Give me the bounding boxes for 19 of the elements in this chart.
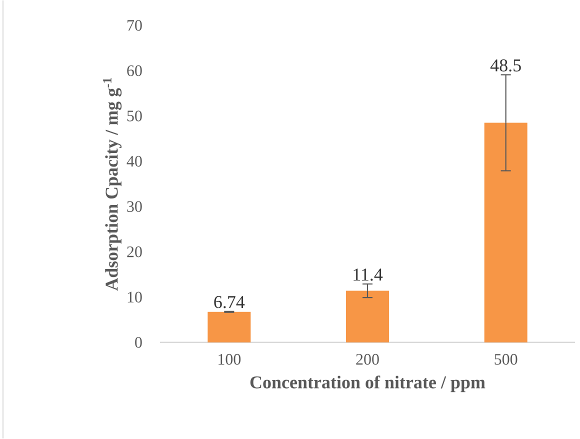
bar xyxy=(484,122,528,342)
x-tick-label: 200 xyxy=(356,354,379,365)
x-tick-label: 500 xyxy=(494,354,518,365)
y-axis-title: Adsorption Cpacity / mg g$^{-1}$ xyxy=(103,78,122,291)
x-axis-title: Concentration of nitrate / ppm xyxy=(250,376,486,392)
y-tick-label: 30 xyxy=(127,201,142,212)
y-tick-label: 50 xyxy=(127,110,142,122)
y-tick-label: 0 xyxy=(135,337,142,348)
y-tick-label: 70 xyxy=(128,20,142,31)
bar xyxy=(208,312,251,342)
bar xyxy=(346,290,390,342)
x-tick-label: 100 xyxy=(218,354,241,365)
y-tick-label: 40 xyxy=(126,156,142,167)
y-tick-label: 20 xyxy=(127,246,142,258)
data-label: 48.5 xyxy=(490,59,521,72)
data-label: 6.74 xyxy=(214,296,245,308)
y-tick-label: 10 xyxy=(128,292,142,303)
data-label: 11.4 xyxy=(354,268,383,281)
y-tick-label: 60 xyxy=(127,65,142,76)
